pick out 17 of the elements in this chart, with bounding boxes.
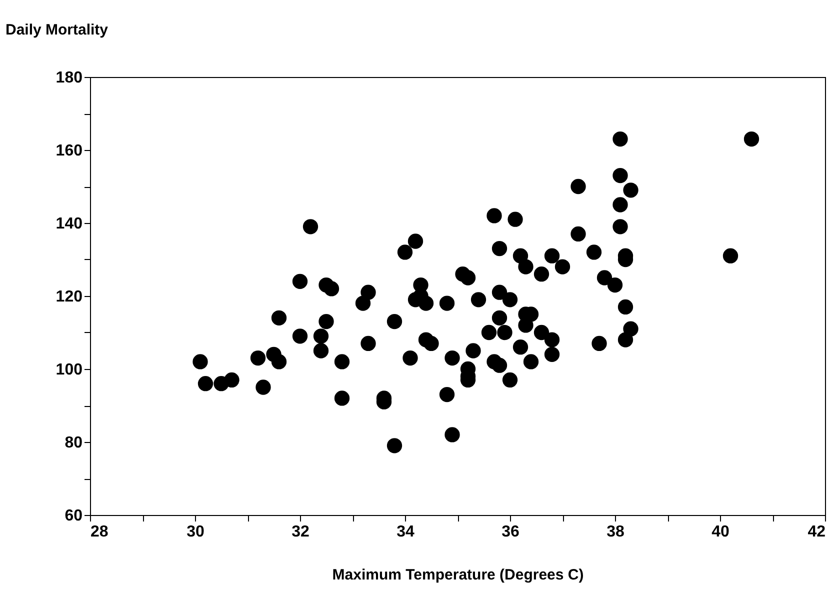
x-tick-label: 38 xyxy=(606,524,624,540)
y-tick-label: 180 xyxy=(56,70,83,86)
y-tick-label: 120 xyxy=(56,288,83,306)
x-tick-label: 42 xyxy=(808,524,826,540)
x-tick-label: 36 xyxy=(502,524,520,540)
y-tick-label: 100 xyxy=(56,362,83,378)
x-tick-label: 28 xyxy=(90,524,108,540)
y-tick-label: 160 xyxy=(56,142,83,160)
y-tick-label: 80 xyxy=(64,434,83,452)
y-tick-label: 140 xyxy=(56,216,83,232)
x-tick-label: 40 xyxy=(712,524,730,540)
x-tick-label: 34 xyxy=(396,524,414,540)
y-tick-label: 60 xyxy=(64,508,83,524)
x-tick-label: 32 xyxy=(292,524,310,540)
y-axis-title: Daily Mortality xyxy=(6,22,109,38)
x-tick-label: 30 xyxy=(186,524,204,540)
x-axis-title: Maximum Temperature (Degrees C) xyxy=(332,566,584,584)
